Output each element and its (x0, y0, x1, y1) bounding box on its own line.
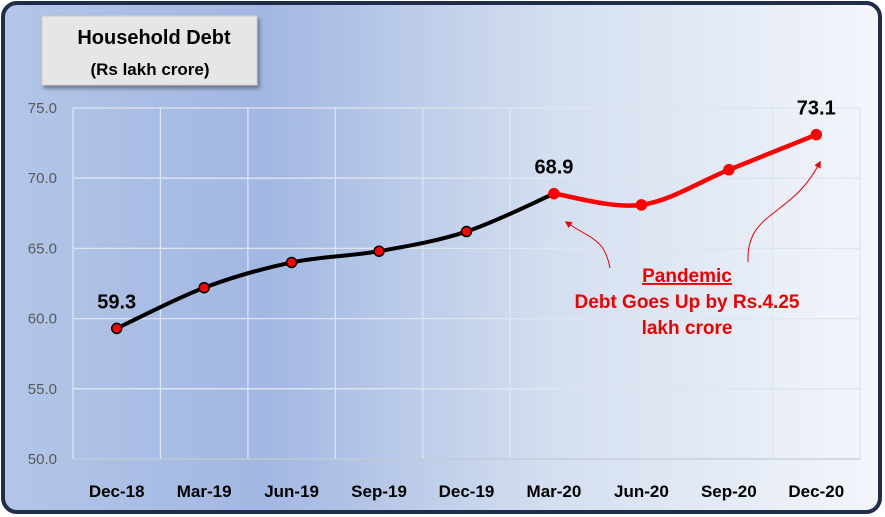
x-axis-ticks: Dec-18 Mar-19 Jun-19 Sep-19 Dec-19 Mar-20 Jun-… (89, 482, 844, 501)
y-tick-label: 50.0 (28, 451, 57, 468)
data-label: 59.3 (97, 291, 136, 313)
annotation-heading: Pandemic (642, 266, 732, 287)
data-label: 68.9 (534, 157, 573, 179)
x-tick-label: Sep-20 (701, 482, 757, 501)
x-tick-label: Jun-19 (264, 482, 319, 501)
x-tick-label: Jun-20 (614, 482, 669, 501)
data-labels: 59.3 68.9 73.1 (97, 98, 835, 314)
chart-title-box: Household Debt (Rs lakh crore) (41, 15, 258, 86)
data-point (548, 187, 560, 200)
data-point (198, 281, 210, 294)
y-tick-label: 65.0 (28, 240, 57, 257)
x-tick-label: Mar-20 (527, 482, 582, 501)
title-box (41, 15, 258, 86)
data-point (810, 128, 823, 141)
chart-title: Household Debt (77, 27, 231, 49)
annotation-arrow-left (564, 221, 611, 269)
data-point (460, 225, 473, 238)
data-points (110, 128, 823, 335)
y-tick-label: 55.0 (28, 381, 57, 398)
pre-pandemic-line (114, 191, 556, 331)
chart-subtitle: (Rs lakh crore) (90, 60, 209, 79)
annotation-line-2: lakh crore (642, 318, 733, 339)
x-tick-label: Dec-19 (439, 482, 495, 501)
y-tick-label: 60.0 (28, 311, 57, 328)
y-tick-label: 75.0 (28, 100, 57, 117)
data-point (285, 256, 298, 269)
annotation-arrow-right (747, 160, 821, 263)
data-point (635, 199, 648, 211)
y-axis-ticks: 50.0 55.0 60.0 65.0 70.0 75.0 (28, 100, 57, 468)
pandemic-annotation: Pandemic Debt Goes Up by Rs.4.25 lakh cr… (564, 160, 821, 339)
x-tick-label: Mar-19 (177, 482, 232, 501)
data-point (110, 322, 123, 335)
data-label: 73.1 (797, 98, 836, 120)
x-tick-label: Dec-20 (788, 482, 844, 501)
y-tick-label: 70.0 (28, 170, 57, 187)
annotation-line-1: Debt Goes Up by Rs.4.25 (575, 292, 800, 313)
x-tick-label: Dec-18 (89, 482, 145, 501)
debt-series (114, 132, 819, 331)
data-point (723, 164, 735, 176)
gridlines (72, 107, 861, 460)
data-point (373, 245, 385, 257)
x-tick-label: Sep-19 (351, 482, 407, 501)
pandemic-line (551, 132, 819, 208)
